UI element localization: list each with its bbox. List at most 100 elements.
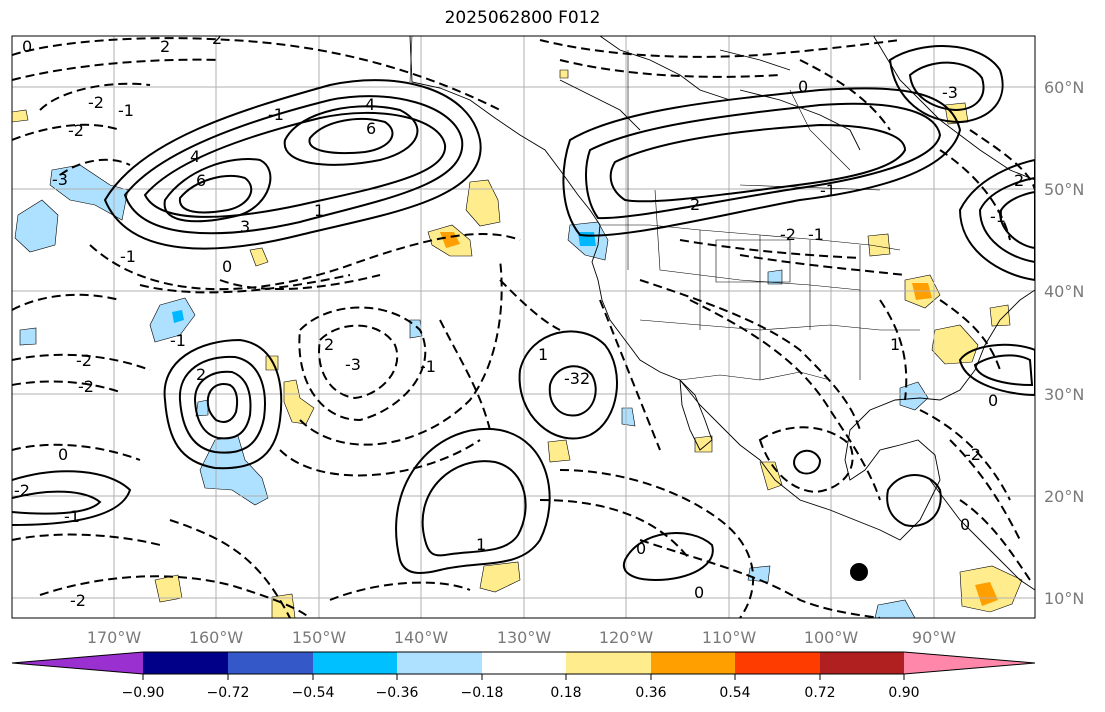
contour-label: -1 bbox=[808, 225, 824, 244]
contour-label: 6 bbox=[366, 119, 376, 138]
latitude-labels: 60°N 50°N 40°N 30°N 20°N 10°N bbox=[1044, 78, 1084, 608]
contour-label: 2 bbox=[1014, 171, 1024, 190]
political-borders bbox=[409, 36, 920, 381]
colorbar-bin bbox=[820, 652, 904, 674]
colorbar-tick-label: 0.18 bbox=[550, 685, 581, 701]
contour-label: 1 bbox=[476, 535, 486, 554]
lon-label: 130°W bbox=[497, 628, 552, 647]
marker-dot bbox=[850, 563, 868, 581]
contour-label: -1 bbox=[64, 507, 80, 526]
lat-label: 40°N bbox=[1044, 282, 1084, 301]
colorbar-extend-high bbox=[904, 652, 1035, 674]
contour-label: 2 bbox=[212, 29, 222, 48]
contours-negative bbox=[12, 37, 1035, 618]
contour-label: -1 bbox=[268, 105, 284, 124]
contour-label: -1 bbox=[120, 247, 136, 266]
contour-label: 0 bbox=[694, 583, 704, 602]
contour-label: -1 bbox=[820, 181, 836, 200]
lon-label: 110°W bbox=[702, 628, 757, 647]
lon-label: 150°W bbox=[292, 628, 347, 647]
negative-area bbox=[409, 319, 423, 339]
positive-area bbox=[989, 304, 1011, 327]
positive-area bbox=[249, 247, 269, 267]
colorbar-tick-label: −0.90 bbox=[122, 685, 165, 701]
contour-label: 3 bbox=[240, 217, 250, 236]
contour-label: 0 bbox=[798, 77, 808, 96]
positive-area bbox=[479, 561, 521, 593]
contour-label: 2 bbox=[196, 365, 206, 384]
contour-label: -1 bbox=[990, 207, 1006, 226]
contour-label: 0 bbox=[222, 257, 232, 276]
negative-area bbox=[172, 310, 184, 323]
colorbar-tick-label: −0.54 bbox=[292, 685, 335, 701]
negative-area bbox=[621, 407, 636, 427]
contour-label: 2 bbox=[580, 369, 590, 388]
contour-label: 1 bbox=[314, 201, 324, 220]
contour-label: 1 bbox=[538, 345, 548, 364]
colorbar-bin bbox=[228, 652, 313, 674]
lon-label: 170°W bbox=[87, 628, 142, 647]
contour-label: -2 bbox=[780, 225, 796, 244]
contour-label: -3 bbox=[52, 170, 68, 189]
colorbar-tick-label: 0.72 bbox=[804, 685, 835, 701]
negative-area bbox=[199, 435, 269, 506]
colorbar-bin bbox=[651, 652, 735, 674]
contour-label: 2 bbox=[690, 195, 700, 214]
contour-label: -3 bbox=[942, 83, 958, 102]
lat-label: 10°N bbox=[1044, 589, 1084, 608]
colorbar-extend-low bbox=[12, 652, 143, 674]
longitude-labels: 170°W 160°W 150°W 140°W 130°W 120°W 110°… bbox=[87, 628, 956, 647]
lon-label: 120°W bbox=[599, 628, 654, 647]
lon-label: 90°W bbox=[912, 628, 956, 647]
colorbar: −0.90 −0.72 −0.54 −0.36 −0.18 0.18 0.36 … bbox=[11, 651, 1036, 701]
colorbar-bin bbox=[397, 652, 482, 674]
colorbar-bin bbox=[566, 652, 651, 674]
contour-label: 0 bbox=[960, 515, 970, 534]
contours-positive bbox=[12, 45, 1035, 582]
colorbar-tick-label: 0.54 bbox=[719, 685, 750, 701]
colorbar-tick-label: −0.36 bbox=[376, 685, 419, 701]
positive-area bbox=[975, 582, 998, 606]
colorbar-tick-label: −0.72 bbox=[207, 685, 250, 701]
contour-label: 1 bbox=[890, 335, 900, 354]
contour-label: 0 bbox=[988, 391, 998, 410]
lat-label: 60°N bbox=[1044, 78, 1084, 97]
negative-area bbox=[767, 269, 783, 285]
positive-area bbox=[759, 461, 783, 491]
lat-label: 30°N bbox=[1044, 385, 1084, 404]
lat-label: 20°N bbox=[1044, 487, 1084, 506]
contour-label: 0 bbox=[22, 37, 32, 56]
contour-label: 2 bbox=[160, 37, 170, 56]
negative-area bbox=[149, 297, 196, 343]
lat-label: 50°N bbox=[1044, 180, 1084, 199]
contour-label: -2 bbox=[76, 351, 92, 370]
positive-area bbox=[283, 379, 315, 425]
contour-label: 6 bbox=[196, 171, 206, 190]
contour-label: -2 bbox=[78, 377, 94, 396]
positive-area bbox=[12, 109, 29, 123]
positive-area bbox=[547, 439, 571, 463]
contour-label: -2 bbox=[68, 121, 84, 140]
negative-area bbox=[14, 199, 59, 253]
colorbar-tick-label: 0.90 bbox=[888, 685, 919, 701]
negative-area bbox=[19, 327, 37, 346]
map-title: 2025062800 F012 bbox=[444, 8, 601, 28]
contour-label: 0 bbox=[58, 445, 68, 464]
colorbar-bin bbox=[143, 652, 228, 674]
contour-label: 4 bbox=[190, 147, 200, 166]
positive-area bbox=[559, 69, 569, 79]
contour-label: -3 bbox=[564, 369, 580, 388]
contour-label: -2 bbox=[14, 481, 30, 500]
negative-area bbox=[874, 599, 916, 618]
contour-labels: 0 -2 2 -1 -2 4 6 2 -3 3 -1 4 6 1 0 -1 -2… bbox=[14, 29, 1024, 610]
colorbar-tick-label: −0.18 bbox=[461, 685, 504, 701]
contour-label: -2 bbox=[88, 93, 104, 112]
colorbar-bin bbox=[313, 652, 397, 674]
contour-label: 0 bbox=[636, 539, 646, 558]
contour-label: -2 bbox=[965, 445, 981, 464]
lon-label: 100°W bbox=[804, 628, 859, 647]
lon-label: 140°W bbox=[394, 628, 449, 647]
contour-label: 4 bbox=[365, 95, 375, 114]
colorbar-bin bbox=[735, 652, 820, 674]
contour-label: -1 bbox=[170, 331, 186, 350]
